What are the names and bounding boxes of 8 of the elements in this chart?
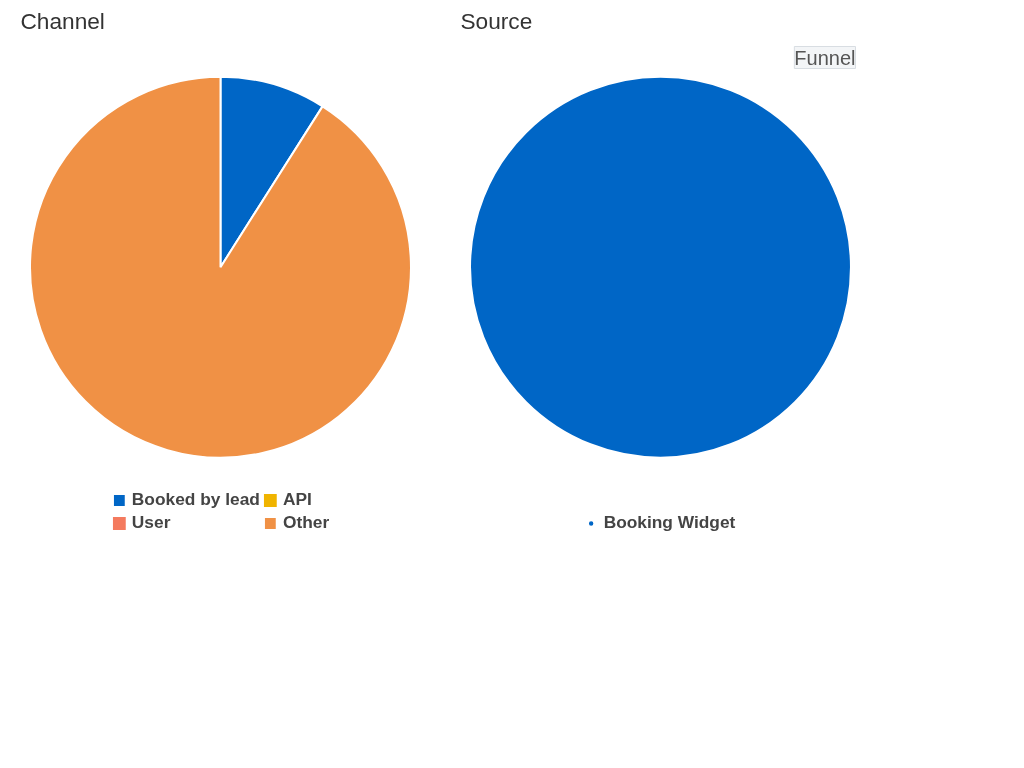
legend-label: API: [282, 489, 312, 510]
chart-title: Channel: [20, 7, 105, 34]
legend-label: Booking Widget: [603, 512, 736, 533]
chart-title: Source: [460, 7, 533, 34]
legend-label: User: [131, 512, 171, 533]
legend-label: Booked by lead: [131, 489, 260, 510]
legend-label: Other: [282, 512, 330, 533]
text: Funnel: [794, 46, 856, 69]
